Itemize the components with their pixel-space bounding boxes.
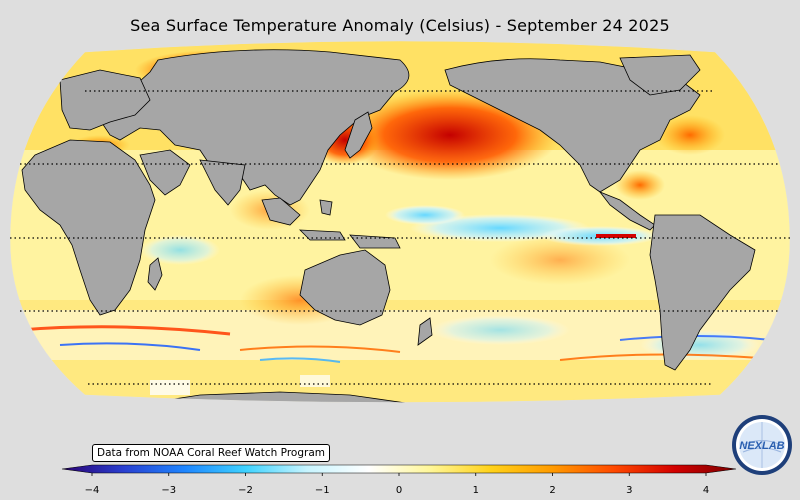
logo-text: NEXLAB — [739, 440, 784, 452]
colorbar-tick-label: 3 — [626, 485, 632, 496]
map-title: Sea Surface Temperature Anomaly (Celsius… — [130, 16, 670, 35]
colorbar-tick-label: 4 — [703, 485, 709, 496]
colorbar-tick-label: −3 — [161, 485, 176, 496]
colorbar-tick-label: 0 — [396, 485, 402, 496]
graticule — [10, 90, 790, 385]
colorbar-bar — [61, 464, 737, 474]
data-credit: Data from NOAA Coral Reef Watch Program — [92, 444, 330, 462]
colorbar-ticks: −4 −3 −2 −1 0 1 2 3 4 — [85, 473, 709, 496]
nexlab-logo: NEXLAB — [732, 415, 792, 475]
colorbar: −4 −3 −2 −1 0 1 2 3 4 — [61, 464, 737, 496]
ocean-anomaly-field — [10, 41, 790, 403]
colorbar-tick-label: 2 — [549, 485, 555, 496]
sst-anomaly-map — [9, 40, 791, 403]
colorbar-tick-label: −1 — [315, 485, 330, 496]
colorbar-tick-label: −2 — [238, 485, 253, 496]
colorbar-tick-label: 1 — [473, 485, 479, 496]
colorbar-tick-label: −4 — [85, 485, 100, 496]
